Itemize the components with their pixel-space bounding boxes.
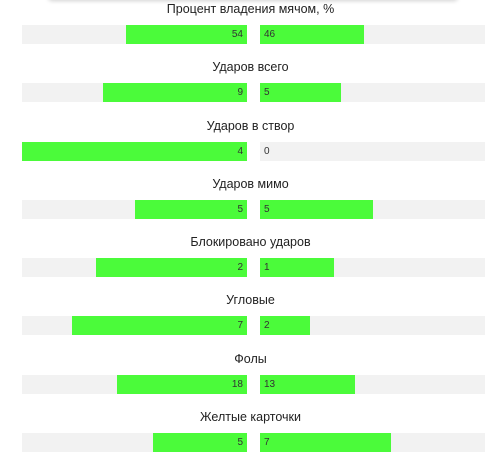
- home-value: 9: [237, 87, 243, 99]
- home-value: 4: [237, 145, 243, 157]
- home-bar-track: 5: [22, 199, 247, 219]
- away-value: 1: [264, 262, 270, 274]
- away-bar-fill: [260, 83, 341, 103]
- away-bar-track: 7: [260, 433, 485, 453]
- away-bar-fill: [260, 258, 335, 278]
- home-value: 2: [237, 262, 243, 274]
- stat-row-possession: Процент владения мячом, % 54 46: [0, 0, 501, 58]
- away-value: 5: [264, 87, 270, 99]
- away-bar-fill: [260, 199, 373, 219]
- away-bar-fill: [260, 25, 364, 44]
- away-bar-track: 1: [260, 258, 485, 278]
- home-value: 5: [237, 437, 243, 449]
- home-bar-fill: [71, 316, 247, 336]
- home-value: 7: [237, 320, 243, 332]
- stat-row-corners: Угловые 7 2: [0, 291, 501, 349]
- away-bar-fill: [260, 374, 355, 394]
- away-bar-track: 46: [260, 25, 485, 44]
- stat-label: Фолы: [234, 351, 267, 366]
- home-value: 18: [231, 378, 243, 390]
- away-bar-track: 2: [260, 316, 485, 336]
- home-bar-fill: [125, 25, 247, 44]
- away-bar-fill: [260, 316, 310, 336]
- home-bar-track: 18: [22, 374, 247, 394]
- stat-row-blocked-shots: Блокировано ударов 2 1: [0, 233, 501, 291]
- away-bar-track: 13: [260, 374, 485, 394]
- home-value: 5: [237, 203, 243, 215]
- away-value: 0: [264, 145, 270, 157]
- home-bar-fill: [96, 258, 247, 278]
- away-value: 2: [264, 320, 270, 332]
- away-value: 7: [264, 437, 270, 449]
- away-value: 5: [264, 203, 270, 215]
- stat-label: Желтые карточки: [200, 410, 301, 425]
- home-value: 54: [231, 29, 243, 40]
- home-bar-fill: [22, 141, 247, 161]
- stat-label: Блокировано ударов: [190, 235, 311, 250]
- home-bar-track: 4: [22, 141, 247, 161]
- home-bar-track: 2: [22, 258, 247, 278]
- away-bar-fill: [260, 433, 391, 453]
- away-value: 13: [264, 378, 276, 390]
- away-bar-track: 5: [260, 199, 485, 219]
- away-value: 46: [264, 29, 276, 40]
- stat-row-fouls: Фолы 18 13: [0, 350, 501, 408]
- home-bar-fill: [116, 374, 247, 394]
- home-bar-track: 54: [22, 25, 247, 44]
- stat-row-shots-on-target: Ударов в створ 4 0: [0, 117, 501, 175]
- stat-row-shots-off-target: Ударов мимо 5 5: [0, 175, 501, 233]
- stat-label: Угловые: [226, 293, 275, 308]
- home-bar-fill: [152, 433, 247, 453]
- stat-label: Ударов всего: [212, 60, 289, 75]
- stat-label: Ударов мимо: [212, 176, 289, 191]
- home-bar-track: 5: [22, 433, 247, 453]
- away-bar-track: 5: [260, 83, 485, 103]
- away-bar-track: 0: [260, 141, 485, 161]
- stat-label: Ударов в створ: [206, 118, 295, 133]
- home-bar-fill: [134, 199, 247, 219]
- stat-label: Процент владения мячом, %: [166, 2, 335, 16]
- home-bar-track: 9: [22, 83, 247, 103]
- stat-row-total-shots: Ударов всего 9 5: [0, 58, 501, 116]
- home-bar-fill: [103, 83, 247, 103]
- home-bar-track: 7: [22, 316, 247, 336]
- stat-row-yellow-cards: Желтые карточки 5 7: [0, 408, 501, 466]
